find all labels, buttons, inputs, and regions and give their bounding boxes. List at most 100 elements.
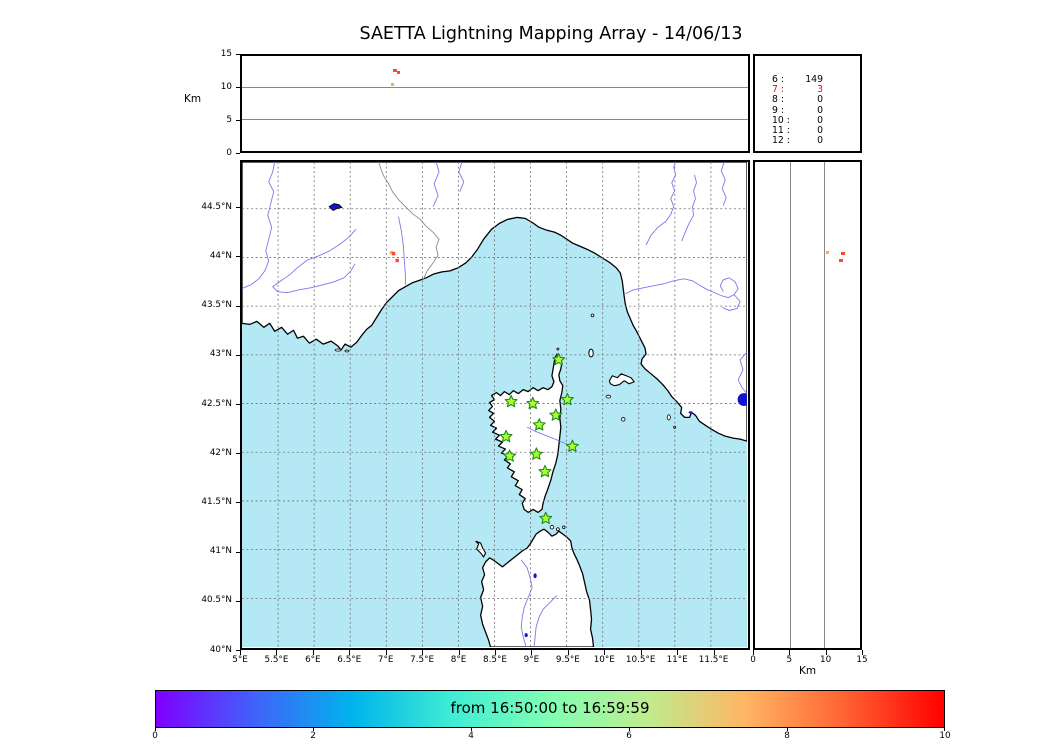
axis-tick xyxy=(235,87,240,88)
axis-tick xyxy=(235,305,240,307)
axis-tick xyxy=(677,650,679,655)
elba-island xyxy=(608,373,635,387)
station-count-key: 7 : xyxy=(772,84,785,96)
time-colorbar: from 16:50:00 to 16:59:59 xyxy=(155,690,945,728)
station-count-value: 0 xyxy=(817,104,823,116)
longitude-tick-label: 10.5°E xyxy=(625,655,656,665)
altitude-tick-label: 5 xyxy=(226,114,232,125)
lma-station-star xyxy=(503,449,517,462)
rivers xyxy=(242,162,747,647)
axis-tick xyxy=(235,354,240,356)
axis-tick xyxy=(276,650,278,655)
longitude-tick-label: 9.5°E xyxy=(555,655,580,665)
altitude-tick-label-right: 15 xyxy=(856,655,868,665)
station-count-key: 8 : xyxy=(772,94,785,106)
station-count-panel: 6 : 149 7 : 3 8 : 0 9 : 0 10 : 0 11 : 0 12 : 0 xyxy=(753,54,862,153)
longitude-tick-label: 8°E xyxy=(450,655,467,665)
colorbar-tick-label: 2 xyxy=(310,730,316,741)
colorbar-tick-label: 0 xyxy=(152,730,158,741)
station-count-row: 10 : 0 xyxy=(755,114,860,126)
lightning-source-altlat xyxy=(839,258,843,262)
altitude-tick-label: 0 xyxy=(226,147,232,158)
axis-tick xyxy=(235,207,240,209)
country-border xyxy=(378,162,440,280)
axis-tick xyxy=(235,54,240,55)
sardinia-island xyxy=(479,528,595,647)
small-islands xyxy=(334,313,677,532)
longitude-tick-label: 11°E xyxy=(666,655,688,665)
altitude-tick-label-right: 5 xyxy=(786,655,793,665)
axis-tick xyxy=(313,728,314,731)
altitude-tick-label: 10 xyxy=(220,81,232,92)
station-count-row: 11 : 0 xyxy=(755,125,860,137)
axis-tick xyxy=(312,650,314,655)
lma-station-markers xyxy=(499,352,579,525)
axis-tick xyxy=(235,502,240,504)
station-count-row: 12 : 0 xyxy=(755,136,860,146)
axis-tick xyxy=(567,650,569,655)
lightning-source-altlon xyxy=(391,83,395,87)
axis-tick xyxy=(235,551,240,553)
altitude-axis-label: Km xyxy=(184,93,202,105)
page-title: SAETTA Lightning Mapping Array - 14/06/1… xyxy=(359,24,743,44)
lightning-source-altlon xyxy=(397,70,401,74)
station-count-row: 8 : 0 xyxy=(755,95,860,105)
lma-station-star xyxy=(529,447,543,460)
longitude-tick-label: 5°E xyxy=(232,655,248,665)
station-count-value: 0 xyxy=(817,94,823,106)
longitude-tick-label: 7.5°E xyxy=(410,655,435,665)
station-count-key: 6 : xyxy=(772,74,785,85)
altitude-tick-label: 15 xyxy=(220,48,232,59)
axis-tick xyxy=(471,728,472,731)
axis-tick xyxy=(789,650,791,655)
altitude-gridline xyxy=(242,87,748,89)
lightning-source-altlon xyxy=(393,68,397,72)
lightning-source-map xyxy=(391,251,396,256)
lma-station-star xyxy=(538,464,552,478)
station-count-value: 3 xyxy=(817,84,823,96)
axis-tick xyxy=(787,728,788,731)
axis-tick xyxy=(240,650,241,655)
latitude-tick-label: 42.5°N xyxy=(201,398,232,409)
axis-tick xyxy=(235,453,240,455)
axis-tick xyxy=(155,728,156,731)
latitude-tick-label: 44°N xyxy=(209,250,232,261)
station-count-row: 6 : 149 xyxy=(755,74,860,85)
latitude-tick-label: 43.5°N xyxy=(201,300,232,311)
latitude-tick-label: 40.5°N xyxy=(201,595,232,606)
altitude-gridline xyxy=(824,162,826,648)
station-count-key: 9 : xyxy=(772,104,785,116)
longitude-tick-label: 7°E xyxy=(377,655,394,665)
axis-tick xyxy=(494,650,496,655)
altitude-latitude-panel xyxy=(753,160,862,650)
axis-tick xyxy=(943,728,945,731)
latitude-tick-label: 41°N xyxy=(209,546,232,557)
colorbar-label: from 16:50:00 to 16:59:59 xyxy=(450,699,650,717)
longitude-tick-label: 9°E xyxy=(523,655,540,665)
longitude-tick-label: 6.5°E xyxy=(337,655,362,665)
longitude-tick-label: 6°E xyxy=(305,655,321,665)
axis-tick xyxy=(753,650,754,655)
station-count-value: 0 xyxy=(817,114,823,126)
station-count-value: 0 xyxy=(817,135,823,147)
lma-station-star xyxy=(526,396,540,410)
axis-tick xyxy=(385,650,387,655)
lightning-source-altlat xyxy=(841,251,845,256)
altitude-tick-label-right: 10 xyxy=(820,655,832,665)
longitude-tick-label: 11.5°E xyxy=(698,655,729,665)
altitude-gridline xyxy=(789,162,791,648)
lma-station-star xyxy=(560,392,574,406)
altitude-longitude-panel xyxy=(240,54,750,153)
lma-station-star xyxy=(499,429,513,443)
axis-tick xyxy=(640,650,642,655)
lightning-source-markers xyxy=(389,250,399,263)
colorbar-tick-label: 10 xyxy=(939,730,951,741)
station-count-key: 12 : xyxy=(772,135,790,147)
axis-tick xyxy=(235,153,240,154)
station-count-key: 11 : xyxy=(772,125,790,137)
station-count-key: 10 : xyxy=(772,114,790,126)
colorbar-tick-label: 8 xyxy=(784,730,790,741)
colorbar-tick-label: 6 xyxy=(626,730,632,741)
station-count-value: 0 xyxy=(817,125,823,137)
